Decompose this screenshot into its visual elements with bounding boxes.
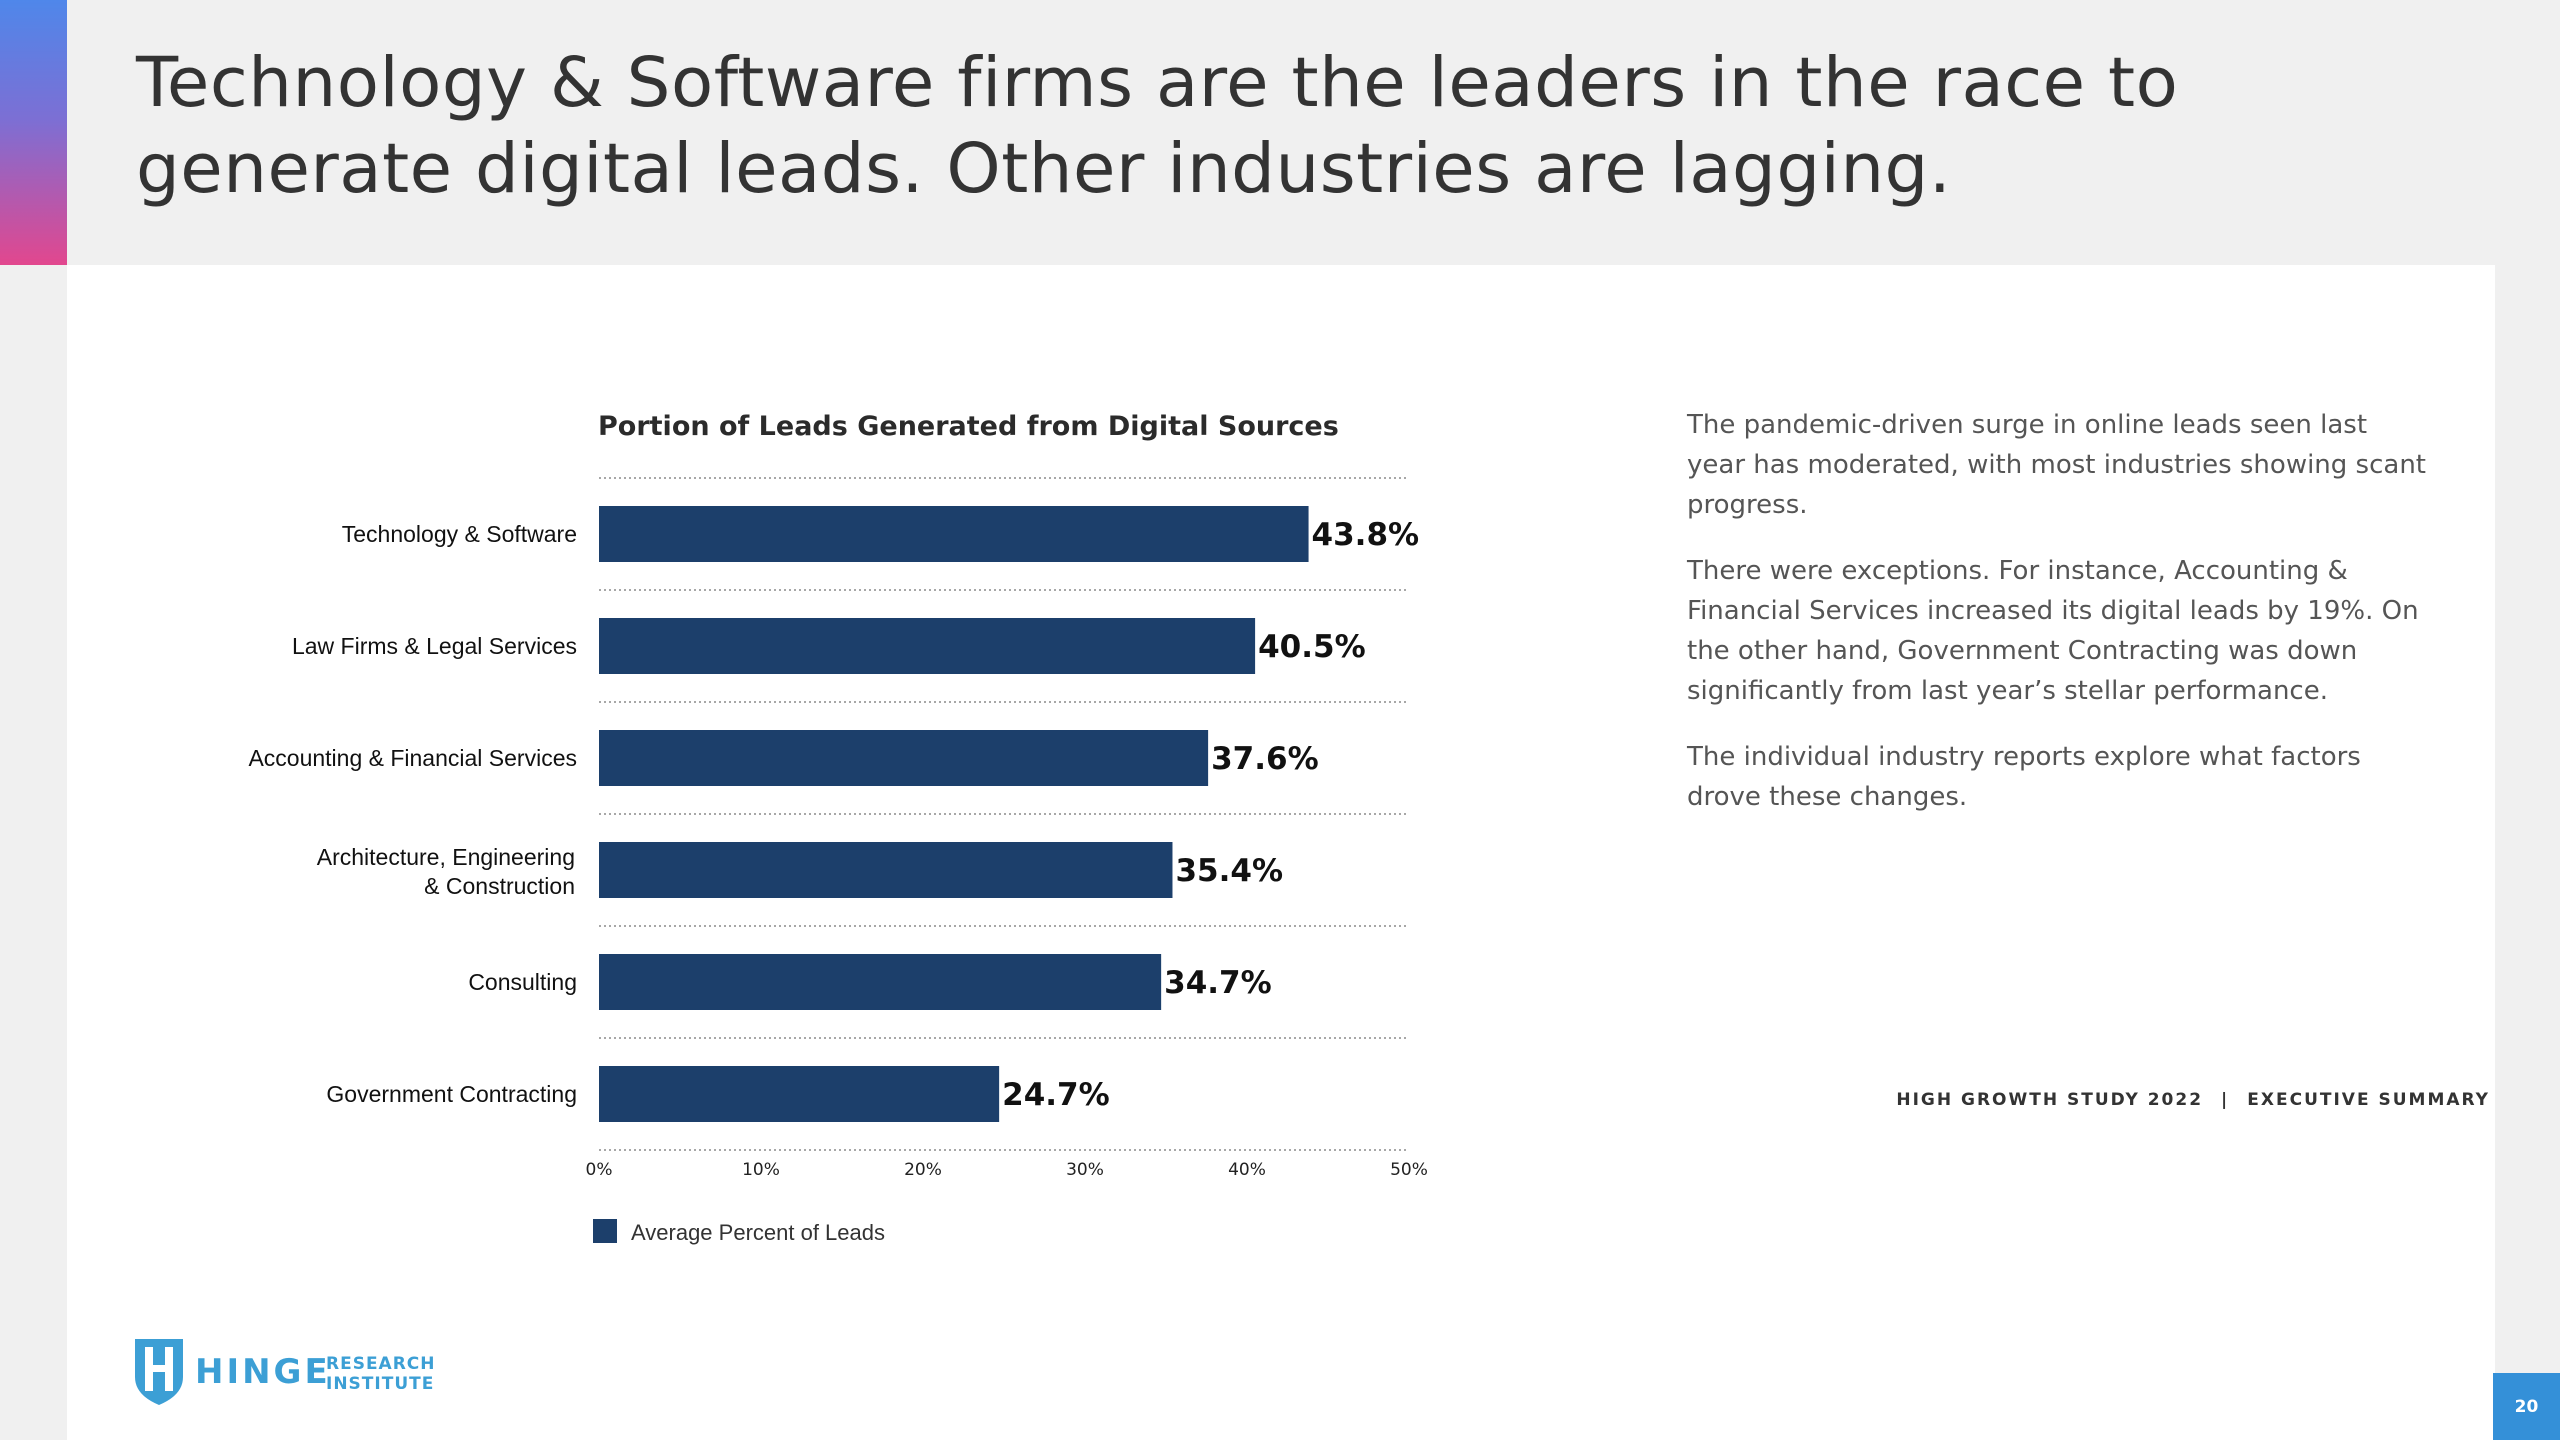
page-number-badge: 20 bbox=[2493, 1373, 2560, 1440]
chart-category-label: Technology & Software bbox=[342, 521, 577, 547]
chart-bar bbox=[599, 618, 1256, 674]
commentary-paragraph: The pandemic-driven surge in online lead… bbox=[1687, 410, 2426, 520]
legend-swatch bbox=[593, 1219, 617, 1243]
chart-data-label: 24.7% bbox=[1002, 1077, 1110, 1113]
hinge-research-institute-logo: HINGE RESEARCH INSTITUTE bbox=[135, 1339, 436, 1405]
chart-bar bbox=[599, 730, 1209, 786]
chart-legend: Average Percent of Leads bbox=[593, 1219, 885, 1245]
logo-line-2: INSTITUTE bbox=[326, 1374, 434, 1394]
hinge-shield-icon bbox=[135, 1339, 183, 1405]
chart-x-tick-label: 40% bbox=[1228, 1160, 1266, 1180]
chart-x-tick-label: 30% bbox=[1066, 1160, 1104, 1180]
chart-data-label: 37.6% bbox=[1211, 741, 1319, 777]
chart-category-label: Consulting bbox=[468, 969, 577, 995]
chart-category-labels: Technology & Software Law Firms & Legal S… bbox=[248, 521, 577, 1107]
chart-category-label: Accounting & Financial Services bbox=[248, 745, 577, 771]
chart-bar bbox=[599, 1066, 1000, 1122]
chart-data-label: 34.7% bbox=[1164, 965, 1272, 1001]
chart-data-label: 43.8% bbox=[1312, 517, 1420, 553]
chart-value-labels: 43.8% 40.5% 37.6% 35.4% 34.7% 24.7% bbox=[1002, 517, 1419, 1113]
commentary: The pandemic-driven surge in online lead… bbox=[1687, 405, 2427, 843]
chart-bar bbox=[599, 954, 1162, 1010]
footer-study-name: HIGH GROWTH STUDY 2022 bbox=[1896, 1090, 2204, 1110]
chart-category-label: Government Contracting bbox=[326, 1081, 577, 1107]
chart-bar bbox=[599, 842, 1173, 898]
logo-wordmark: HINGE bbox=[195, 1352, 331, 1392]
page-title: Technology & Software firms are the lead… bbox=[136, 43, 2179, 209]
chart-data-label: 40.5% bbox=[1258, 629, 1366, 665]
chart-category-label: Law Firms & Legal Services bbox=[292, 633, 577, 659]
logo-line-1: RESEARCH bbox=[326, 1354, 436, 1374]
chart-category-label: Architecture, Engineering & Construction bbox=[317, 844, 575, 899]
chart-bar bbox=[599, 506, 1309, 562]
chart-x-axis: 0% 10% 20% 30% 40% 50% bbox=[586, 1160, 1428, 1180]
bar-chart: Portion of Leads Generated from Digital … bbox=[248, 411, 1428, 1245]
chart-x-tick-label: 20% bbox=[904, 1160, 942, 1180]
footer-section-name: EXECUTIVE SUMMARY bbox=[2247, 1090, 2490, 1110]
content-panel: Portion of Leads Generated from Digital … bbox=[67, 265, 2495, 1440]
chart-bars bbox=[599, 506, 1309, 1122]
footer: HIGH GROWTH STUDY 2022 | EXECUTIVE SUMMARY bbox=[1896, 1090, 2490, 1110]
accent-bar bbox=[0, 0, 67, 265]
chart-x-tick-label: 50% bbox=[1390, 1160, 1428, 1180]
chart-x-tick-label: 10% bbox=[742, 1160, 780, 1180]
chart-data-label: 35.4% bbox=[1175, 853, 1283, 889]
chart-x-tick-label: 0% bbox=[586, 1160, 613, 1180]
footer-separator: | bbox=[2221, 1090, 2230, 1110]
commentary-paragraph: There were exceptions. For instance, Acc… bbox=[1687, 556, 2419, 706]
chart-title: Portion of Leads Generated from Digital … bbox=[598, 411, 1339, 442]
commentary-paragraph: The individual industry reports explore … bbox=[1687, 742, 2361, 812]
legend-label: Average Percent of Leads bbox=[631, 1220, 885, 1245]
chart-gridlines bbox=[599, 477, 1409, 1151]
